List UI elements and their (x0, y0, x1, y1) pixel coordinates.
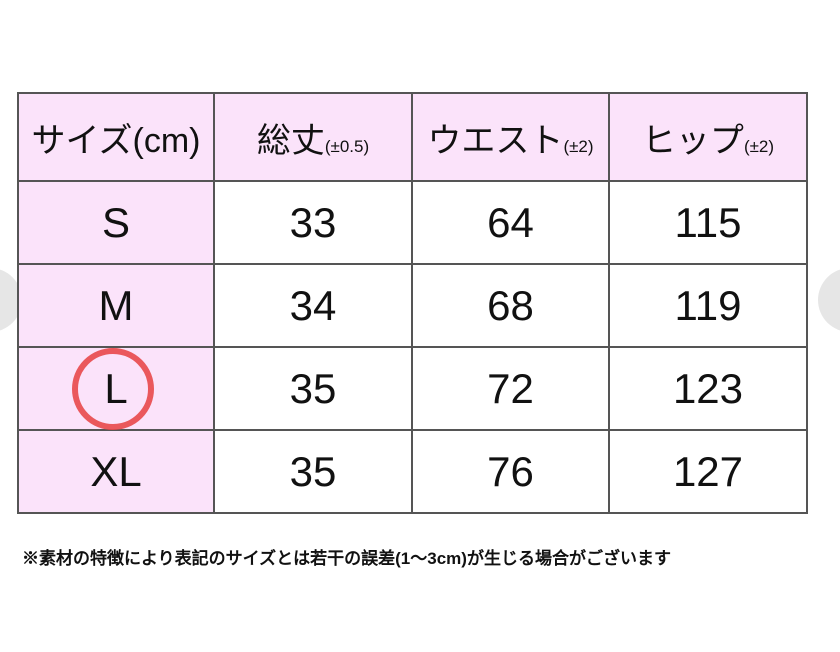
next-image-button[interactable] (818, 268, 840, 332)
header-label: ヒップ (641, 121, 744, 160)
header-hip: ヒップ(±2) (608, 92, 808, 182)
size-note: ※素材の特徴により表記のサイズとは若干の誤差(1～3cm)が生じる場合がございま… (22, 549, 671, 568)
waist-cell: 72 (411, 346, 610, 431)
waist-cell: 76 (411, 429, 610, 514)
size-cell: S (17, 180, 215, 265)
length-cell: 35 (213, 346, 413, 431)
table-row: M 34 68 119 (17, 263, 808, 348)
table-row: L 35 72 123 (17, 346, 808, 431)
prev-image-button[interactable] (0, 268, 22, 332)
size-chart-table: サイズ(cm) 総丈(±0.5) ウエスト(±2) ヒップ(±2) S 33 64 1… (17, 92, 808, 514)
header-size: サイズ(cm) (17, 92, 215, 182)
waist-cell: 68 (411, 263, 610, 348)
hip-cell: 115 (608, 180, 808, 265)
hip-cell: 119 (608, 263, 808, 348)
table-row: XL 35 76 127 (17, 429, 808, 514)
size-cell: XL (17, 429, 215, 514)
table-header-row: サイズ(cm) 総丈(±0.5) ウエスト(±2) ヒップ(±2) (17, 92, 808, 182)
waist-cell: 64 (411, 180, 610, 265)
highlight-circle (72, 348, 154, 430)
length-cell: 33 (213, 180, 413, 265)
header-tolerance: (±2) (743, 136, 775, 156)
length-cell: 34 (213, 263, 413, 348)
length-cell: 35 (213, 429, 413, 514)
header-label: 総丈 (256, 121, 325, 160)
header-tolerance: (±2) (563, 136, 594, 156)
header-label: ウエスト (427, 121, 564, 160)
header-tolerance: (±0.5) (324, 136, 370, 156)
header-length: 総丈(±0.5) (213, 92, 413, 182)
header-label: サイズ(cm) (31, 121, 201, 160)
size-cell: M (17, 263, 215, 348)
hip-cell: 123 (608, 346, 808, 431)
table-row: S 33 64 115 (17, 180, 808, 265)
header-waist: ウエスト(±2) (411, 92, 610, 182)
hip-cell: 127 (608, 429, 808, 514)
